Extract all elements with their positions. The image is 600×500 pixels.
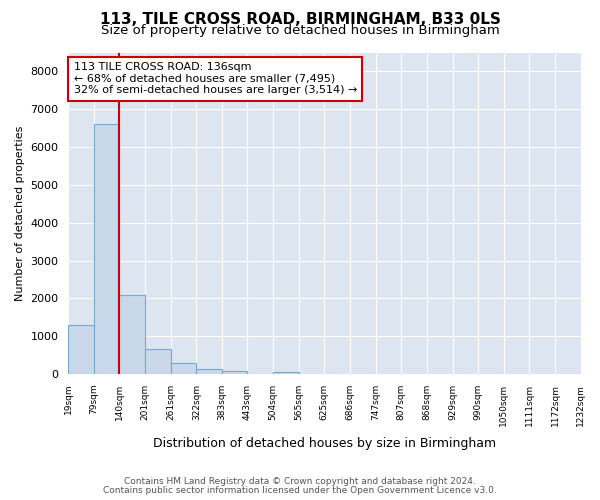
Bar	[170, 362, 196, 374]
Text: 113 TILE CROSS ROAD: 136sqm
← 68% of detached houses are smaller (7,495)
32% of : 113 TILE CROSS ROAD: 136sqm ← 68% of det…	[74, 62, 357, 96]
Bar	[68, 325, 94, 374]
Text: Contains HM Land Registry data © Crown copyright and database right 2024.: Contains HM Land Registry data © Crown c…	[124, 477, 476, 486]
Bar	[196, 368, 222, 374]
Bar	[94, 124, 119, 374]
Bar	[273, 372, 299, 374]
Text: Size of property relative to detached houses in Birmingham: Size of property relative to detached ho…	[101, 24, 499, 37]
Text: 113, TILE CROSS ROAD, BIRMINGHAM, B33 0LS: 113, TILE CROSS ROAD, BIRMINGHAM, B33 0L…	[100, 12, 500, 28]
Bar	[145, 350, 170, 374]
Bar	[222, 371, 247, 374]
X-axis label: Distribution of detached houses by size in Birmingham: Distribution of detached houses by size …	[153, 437, 496, 450]
Text: Contains public sector information licensed under the Open Government Licence v3: Contains public sector information licen…	[103, 486, 497, 495]
Bar	[119, 296, 145, 374]
Y-axis label: Number of detached properties: Number of detached properties	[15, 126, 25, 301]
